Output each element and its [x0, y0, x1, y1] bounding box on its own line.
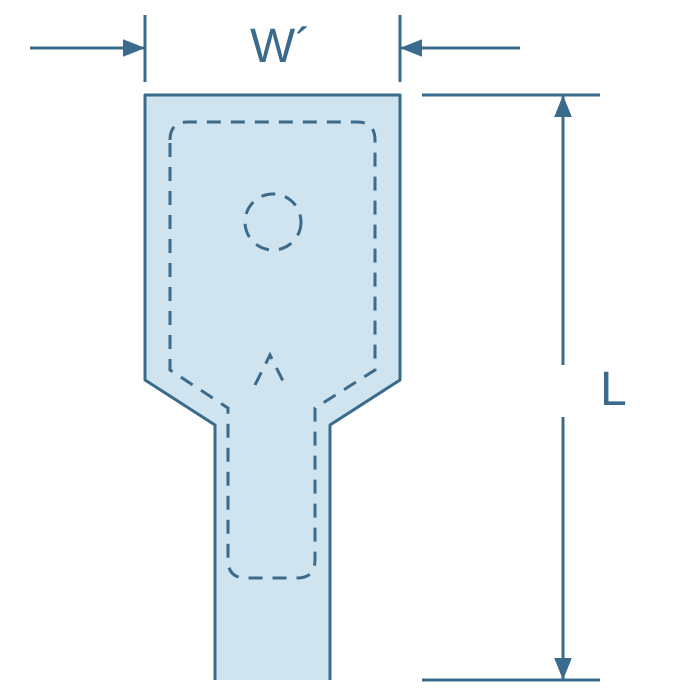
length-arrow-top — [554, 95, 572, 117]
dimension-width: W´ — [30, 15, 520, 82]
length-arrow-bottom — [554, 658, 572, 680]
width-arrow-right — [400, 39, 422, 57]
dimension-length: L — [422, 95, 627, 680]
width-arrow-left — [123, 39, 145, 57]
length-label: L — [600, 363, 627, 416]
technical-drawing: W´ L — [0, 0, 700, 700]
connector-body — [145, 95, 400, 680]
width-label: W´ — [250, 20, 311, 73]
